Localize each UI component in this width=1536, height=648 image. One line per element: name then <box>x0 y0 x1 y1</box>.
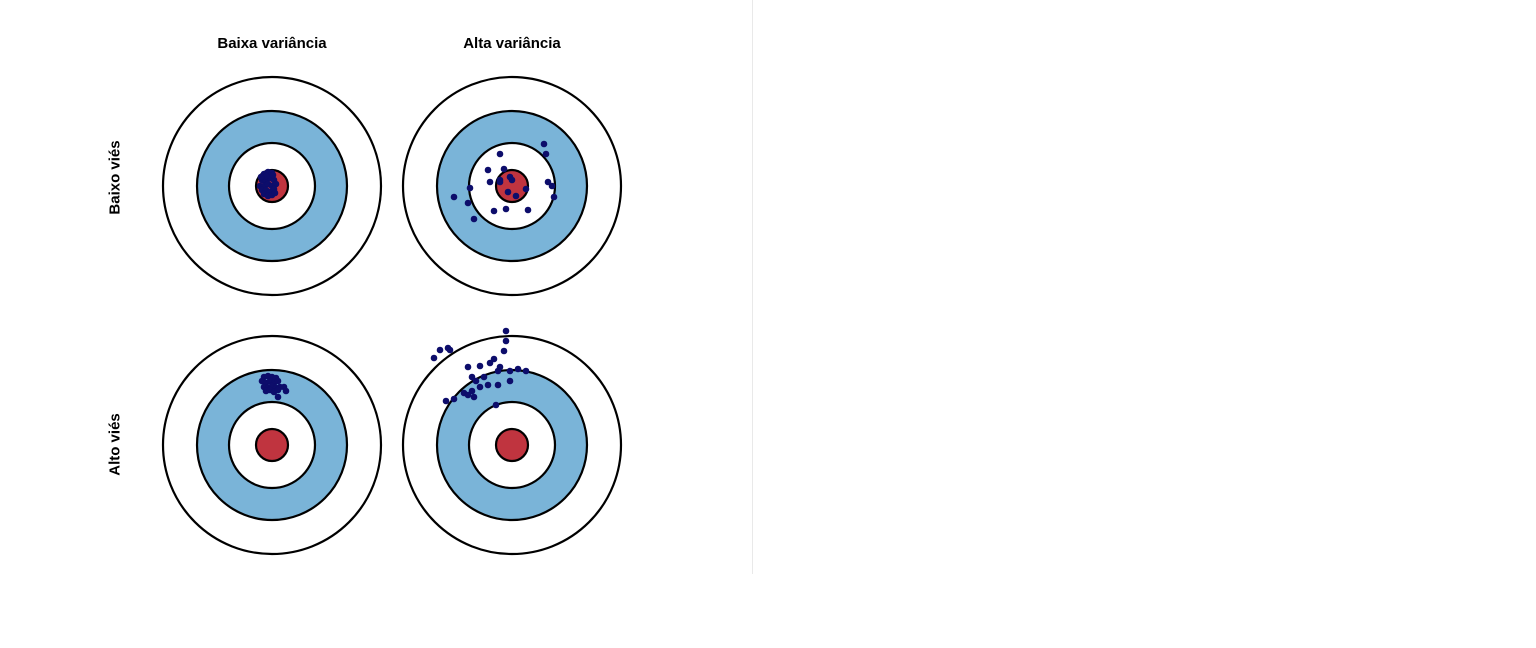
shot-dot <box>522 367 530 375</box>
shot-dot <box>502 205 510 213</box>
shot-dot <box>466 184 474 192</box>
shot-dot <box>480 373 488 381</box>
shot-dot <box>442 397 450 405</box>
target-low-bias-low-variance <box>161 75 383 297</box>
shot-dot <box>548 182 556 190</box>
shot-dot <box>464 363 472 371</box>
shot-dot <box>450 193 458 201</box>
shot-dot <box>542 150 550 158</box>
shot-dot <box>522 185 530 193</box>
shot-dot <box>502 337 510 345</box>
shot-dot <box>274 386 282 394</box>
shot-dot <box>490 207 498 215</box>
shot-dot <box>500 165 508 173</box>
target-high-bias-low-variance <box>161 334 383 556</box>
shot-dot <box>468 387 476 395</box>
shot-dot <box>494 381 502 389</box>
shot-dot <box>492 401 500 409</box>
shot-dot <box>262 172 270 180</box>
shot-dot <box>504 188 512 196</box>
shot-dot <box>512 192 520 200</box>
shot-dot <box>540 140 548 148</box>
shot-dot <box>430 354 438 362</box>
shot-dot <box>508 176 516 184</box>
targets-canvas <box>161 75 623 556</box>
shot-dot <box>494 367 502 375</box>
shot-dot <box>502 327 510 335</box>
target-low-bias-high-variance <box>401 75 623 297</box>
shot-dot <box>486 359 494 367</box>
shot-dot <box>476 383 484 391</box>
bullseye <box>254 427 290 463</box>
column-label-high-variance: Alta variância <box>463 35 561 52</box>
shot-dot <box>470 393 478 401</box>
shot-dot <box>524 206 532 214</box>
shot-dot <box>464 199 472 207</box>
shot-dot <box>272 180 280 188</box>
shot-dot <box>506 367 514 375</box>
shot-dot <box>544 178 552 186</box>
shot-dot <box>464 391 472 399</box>
shot-dot <box>269 171 277 179</box>
shot-dot <box>436 346 444 354</box>
shot-dot <box>257 173 265 181</box>
shot-dot <box>484 166 492 174</box>
bias-variance-figure: Baixa variância Alta variância Baixo vié… <box>0 0 753 574</box>
shot-dot <box>500 347 508 355</box>
shot-dot <box>506 377 514 385</box>
shot-dot <box>514 365 522 373</box>
shot-dot <box>468 373 476 381</box>
shot-dot <box>486 178 494 186</box>
shot-dot <box>444 344 452 352</box>
column-label-low-variance: Baixa variância <box>217 35 327 52</box>
shot-dot <box>271 189 279 197</box>
shot-dot <box>496 178 504 186</box>
shot-dot <box>274 393 282 401</box>
bullseye <box>494 427 530 463</box>
target-high-bias-high-variance <box>401 327 623 556</box>
shot-dot <box>490 355 498 363</box>
shot-dot <box>450 395 458 403</box>
shot-dot <box>550 193 558 201</box>
shot-dot <box>472 377 480 385</box>
shot-dot <box>470 215 478 223</box>
bullseye <box>494 168 530 204</box>
shot-dot <box>476 362 484 370</box>
shot-dot <box>496 150 504 158</box>
shot-dot <box>484 381 492 389</box>
shot-dot <box>282 387 290 395</box>
shot-dot <box>274 377 282 385</box>
